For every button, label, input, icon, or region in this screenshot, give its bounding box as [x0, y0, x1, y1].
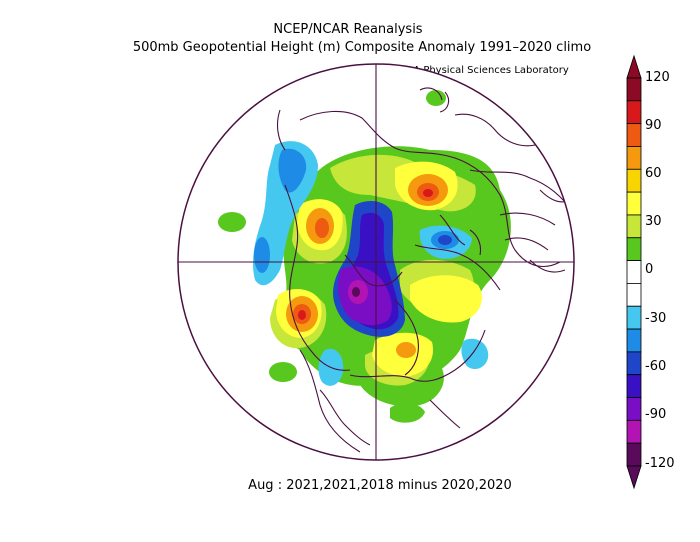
colorbar-swatch [626, 374, 642, 398]
colorbar-swatch [626, 77, 642, 102]
map-title-line-1: NCEP/NCAR Reanalysis [273, 22, 423, 37]
colorbar-top-arrow [626, 54, 642, 79]
colorbar-swatch [626, 214, 642, 239]
colorbar-swatch [626, 442, 642, 467]
colorbar-tick-label: 30 [645, 214, 662, 229]
colorbar-swatch [626, 123, 642, 147]
negative-anomaly-core [352, 287, 360, 297]
colorbar-swatch [626, 283, 642, 307]
colorbar-tick-label: -90 [645, 407, 667, 422]
colorbar-swatch [626, 100, 642, 125]
colorbar-swatch [626, 168, 642, 193]
colorbar-swatch [626, 397, 642, 421]
colorbar-bottom-arrow [626, 465, 642, 490]
colorbar-tick-label: 60 [645, 166, 662, 181]
colorbar-tick-label: 120 [645, 70, 670, 85]
colorbar-tick-label: 90 [645, 118, 662, 133]
colorbar [626, 54, 642, 490]
colorbar-tick-label: 0 [645, 262, 654, 277]
colorbar-tick-label: -30 [645, 311, 667, 326]
credit-label: NOAA Physical Sciences Laboratory [391, 65, 569, 76]
colorbar-swatch [626, 191, 642, 216]
anomaly-fields [218, 90, 511, 423]
colorbar-swatch [626, 146, 642, 170]
colorbar-tick-label: -120 [645, 456, 675, 471]
colorbar-tick-label: -60 [645, 359, 667, 374]
colorbar-swatch [626, 260, 642, 284]
colorbar-swatch [626, 305, 642, 330]
colorbar-swatch [626, 328, 642, 353]
colorbar-swatch [626, 237, 642, 261]
colorbar-swatch [626, 419, 642, 444]
map-boundary [177, 63, 575, 461]
colorbar-swatch [626, 351, 642, 376]
map-title-line-2: 500mb Geopotential Height (m) Composite … [132, 40, 592, 55]
positive-anomaly-core [298, 189, 433, 320]
map-caption: Aug : 2021,2021,2018 minus 2020,2020 [248, 478, 512, 493]
